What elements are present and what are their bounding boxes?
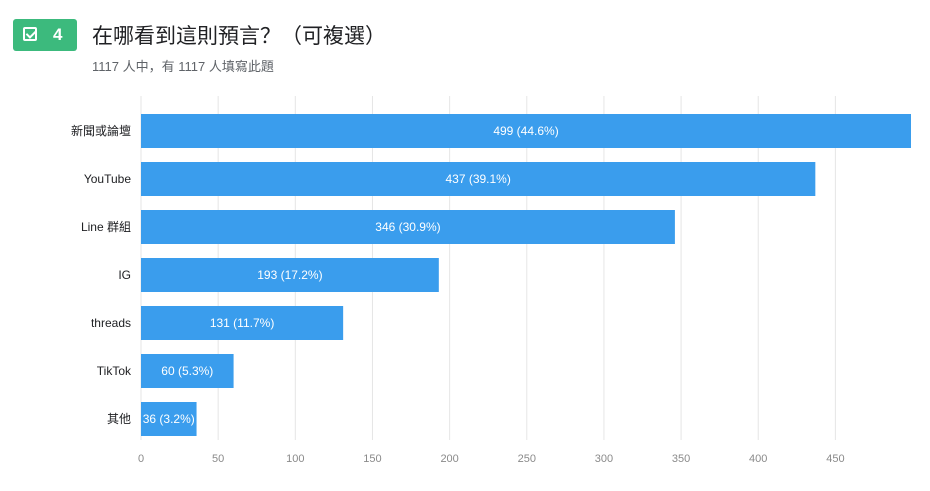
checkbox-icon xyxy=(23,27,37,41)
bar-data-label: 437 (39.1%) xyxy=(445,172,510,186)
question-number: 4 xyxy=(53,25,63,44)
x-tick-label: 450 xyxy=(826,453,844,465)
category-label: Line 群組 xyxy=(81,220,131,234)
x-tick-label: 300 xyxy=(595,453,613,465)
bar xyxy=(141,354,234,388)
category-label: threads xyxy=(91,316,131,330)
x-tick-label: 350 xyxy=(672,453,690,465)
x-tick-label: 0 xyxy=(138,453,144,465)
question-number-badge: 4 xyxy=(13,19,77,51)
bar xyxy=(141,210,675,244)
bars: 499 (44.6%) 437 (39.1%) 346 (30.9%) 193 (17… xyxy=(141,114,911,436)
x-tick-label: 200 xyxy=(440,453,458,465)
category-label: 其他 xyxy=(107,412,131,426)
bar xyxy=(141,306,344,340)
bar xyxy=(141,162,816,196)
x-tick-label: 100 xyxy=(286,453,304,465)
category-label: YouTube xyxy=(84,172,131,186)
x-tick-label: 400 xyxy=(749,453,767,465)
bar-data-label: 131 (11.7%) xyxy=(210,316,274,330)
bar xyxy=(141,258,439,292)
category-labels: 新聞或論壇 YouTube Line 群組 IG threads TikTok 其他 xyxy=(71,123,132,426)
category-label: TikTok xyxy=(97,364,132,378)
response-count: 1117 人中，有 1117 人填寫此題 xyxy=(92,59,274,74)
bar-data-label: 193 (17.2%) xyxy=(257,268,322,282)
question-title: 在哪看到這則預言？（可複選） xyxy=(92,25,386,48)
bar xyxy=(141,402,197,436)
bar-data-label: 36 (3.2%) xyxy=(143,412,195,426)
x-tick-label: 50 xyxy=(212,453,224,465)
bar xyxy=(141,114,911,148)
category-label: IG xyxy=(118,268,131,282)
bar-data-label: 499 (44.6%) xyxy=(493,124,558,138)
bar-data-label: 346 (30.9%) xyxy=(375,220,440,234)
x-tick-label: 250 xyxy=(518,453,536,465)
x-axis-ticks: 0 50 100 150 200 250 300 350 400 450 xyxy=(138,453,845,465)
bar-data-label: 60 (5.3%) xyxy=(161,364,213,378)
x-tick-label: 150 xyxy=(363,453,381,465)
category-label: 新聞或論壇 xyxy=(71,123,131,138)
